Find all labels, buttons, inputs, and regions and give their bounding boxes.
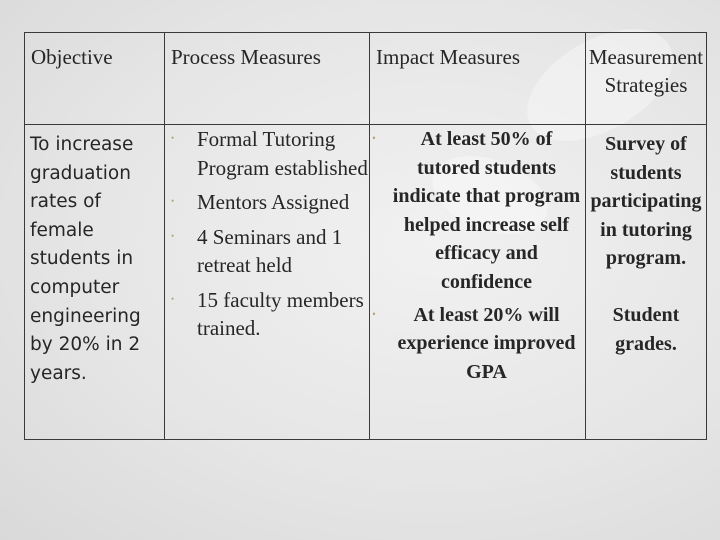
bullet-icon: • <box>171 196 175 206</box>
impact-cell: • At least 50% of tutored students indica… <box>369 124 586 440</box>
process-cell: • Formal Tutoring Program established • Me… <box>164 124 370 440</box>
bullet-icon: • <box>171 293 175 304</box>
objective-text: To increase graduation rates of female s… <box>30 134 141 384</box>
header-cell-process: Process Measures <box>164 32 370 125</box>
list-item: • At least 50% of tutored students indica… <box>372 128 581 293</box>
header-cell-objective: Objective <box>24 32 165 125</box>
header-cell-impact: Impact Measures <box>369 32 586 125</box>
header-process-measures: Process Measures <box>171 45 321 69</box>
header-objective: Objective <box>31 45 113 69</box>
list-item: • At least 20% will experience improved G… <box>372 303 576 383</box>
list-item: • 4 Seminars and 1 retreat held <box>171 224 343 278</box>
header-measurement-strategies: Measurement Strategies <box>588 45 704 97</box>
impact-measures-list: • At least 50% of tutored students indica… <box>370 125 585 386</box>
objective-cell: To increase graduation rates of female s… <box>24 124 165 440</box>
header-impact-measures: Impact Measures <box>376 45 521 69</box>
strategies-cell: Survey of students participating in tuto… <box>585 124 707 440</box>
list-item: • Mentors Assigned <box>171 190 350 214</box>
measurement-strategies-list: Survey of students participating in tuto… <box>586 125 706 358</box>
header-cell-strategies: Measurement Strategies <box>585 32 707 125</box>
list-item: • Formal Tutoring Program established <box>171 127 368 180</box>
strategy-item: Student grades. <box>612 303 680 355</box>
process-measures-list: • Formal Tutoring Program established • Me… <box>165 125 369 343</box>
bullet-icon: • <box>171 230 175 241</box>
content-row: To increase graduation rates of female s… <box>24 124 707 440</box>
header-row: Objective Process Measures Impact Measur… <box>24 32 707 125</box>
bullet-icon: • <box>171 133 175 143</box>
bullet-icon: • <box>372 308 376 319</box>
bullet-icon: • <box>372 133 376 143</box>
measures-table: Objective Process Measures Impact Measur… <box>24 32 707 440</box>
list-item: • 15 faculty members trained. <box>171 287 364 341</box>
strategy-item: Survey of students participating in tuto… <box>590 133 702 270</box>
